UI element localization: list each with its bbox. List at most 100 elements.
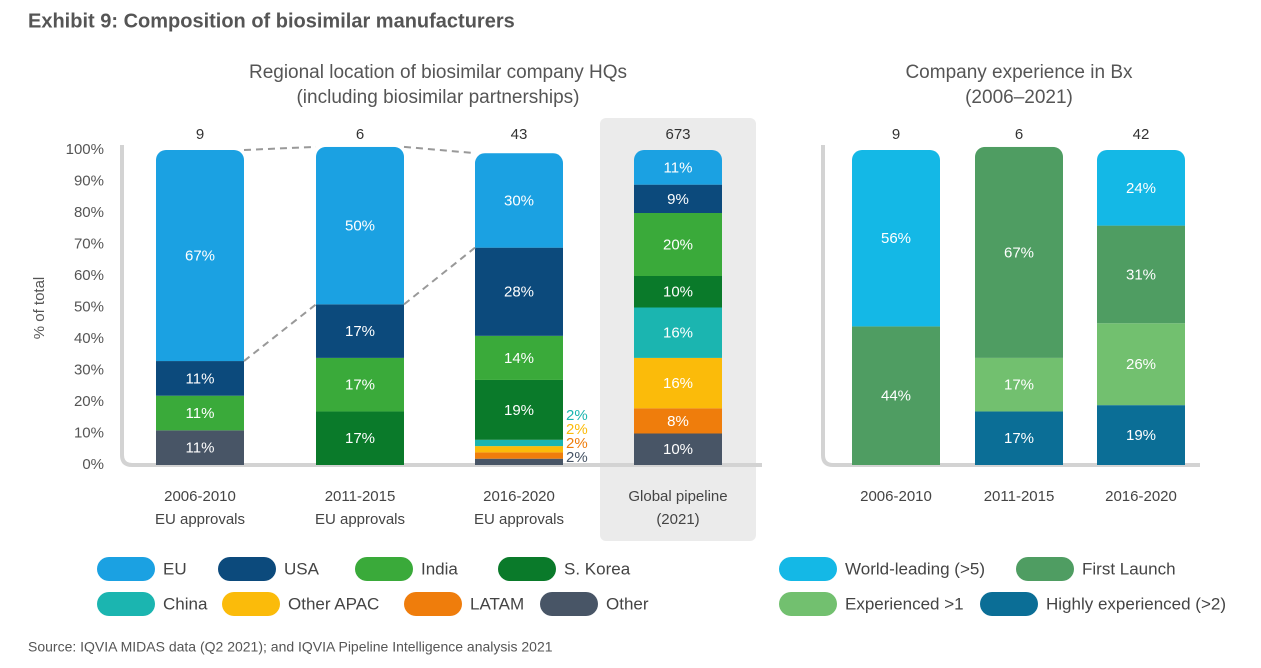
value-label: 10% [663,284,693,301]
bar-stack [156,150,244,465]
legend-label: Experienced >1 [845,594,964,613]
value-label: 44% [881,388,911,405]
bar-segment [975,411,1063,465]
source-note: Source: IQVIA MIDAS data (Q2 2021); and … [28,639,553,655]
connector [403,145,476,155]
legend-label: EU [163,559,187,578]
bar-segment [634,408,722,434]
value-label: 2% [566,449,588,466]
value-label: 9% [667,191,689,208]
y-tick-label: 30% [74,361,104,378]
legend-label: First Launch [1082,559,1176,578]
value-label: 11% [186,440,215,457]
value-label: 8% [667,413,689,430]
bar-segment [1097,225,1185,324]
bar-stack [475,153,563,465]
axis-line [120,145,762,467]
bar-segment [475,335,563,380]
connector [243,303,317,362]
bar-segment [1097,405,1185,465]
legend-swatch [222,592,280,616]
bar-total: 9 [892,126,900,143]
legend-label: India [421,559,458,578]
value-label: 67% [1004,244,1034,261]
legend-swatch [540,592,598,616]
value-label: 17% [345,377,375,394]
value-label: 11% [186,370,215,387]
value-label: 50% [345,218,375,235]
bar-segment [316,357,404,412]
legend-label: World-leading (>5) [845,559,985,578]
value-label: 11% [186,405,215,422]
legend-label: LATAM [470,594,524,613]
bar-segment [316,304,404,358]
value-label: 26% [1126,356,1156,373]
exhibit-title: Exhibit 9: Composition of biosimilar man… [28,10,515,32]
bar-stack [1097,150,1185,465]
value-label: 17% [1004,377,1034,394]
bar-total: 42 [1133,126,1150,143]
chart-title: (including biosimilar partnerships) [296,87,579,108]
y-tick-label: 60% [74,267,104,284]
value-label: 19% [1126,427,1156,444]
value-label: 17% [345,323,375,340]
legend-label: S. Korea [564,559,631,578]
bar-segment [475,452,563,459]
value-label: 16% [663,325,693,342]
value-label: 17% [1004,430,1034,447]
bar-segment [1097,323,1185,406]
bar-segment [475,247,563,336]
bar-segment [475,379,563,440]
bar-segment [316,411,404,465]
bar-segment [634,357,722,409]
bar-stack [975,146,1063,465]
bar-segment [316,146,404,305]
legend-swatch [355,557,413,581]
x-tick-label: EU approvals [155,511,245,528]
legend-swatch [779,592,837,616]
bar-stack [316,146,404,465]
value-label: 10% [663,441,693,458]
x-tick-label: (2021) [656,511,699,528]
bar-total: 9 [196,126,204,143]
value-label: 67% [185,247,215,264]
bar-stack [634,150,722,465]
bar-segment [475,439,563,447]
value-label: 19% [504,402,534,419]
value-label: 2% [566,435,588,452]
legend-swatch [97,557,155,581]
bar-segment [634,213,722,276]
x-tick-label: 2016-2020 [483,488,555,505]
x-tick-label: EU approvals [474,511,564,528]
bar-segment [634,307,722,358]
x-tick-label: 2011-2015 [984,488,1055,505]
value-label: 28% [504,284,534,301]
legend-label: Other APAC [288,594,379,613]
value-label: 16% [663,375,693,392]
bar-total: 43 [511,126,528,143]
legend-swatch [779,557,837,581]
y-tick-label: 70% [74,235,104,252]
value-label: 2% [566,421,588,438]
legend-swatch [980,592,1038,616]
bar-segment [852,150,940,327]
bar-total: 673 [665,126,690,143]
legend-label: Highly experienced (>2) [1046,594,1226,613]
y-tick-label: 0% [82,456,104,473]
bar-segment [156,361,244,396]
chart-title: Company experience in Bx [905,62,1133,83]
x-tick-label: 2006-2010 [164,488,236,505]
bar-segment [634,276,722,308]
bar-segment [975,357,1063,412]
bar-stack [852,150,940,465]
bar-segment [475,153,563,248]
chart-title: Regional location of biosimilar company … [249,62,627,83]
value-label: 30% [504,192,534,209]
value-label: 14% [504,350,534,367]
y-tick-label: 90% [74,172,104,189]
value-label: 11% [664,159,693,176]
bar-total: 6 [1015,126,1023,143]
y-tick-label: 80% [74,204,104,221]
y-tick-label: 100% [66,141,104,158]
